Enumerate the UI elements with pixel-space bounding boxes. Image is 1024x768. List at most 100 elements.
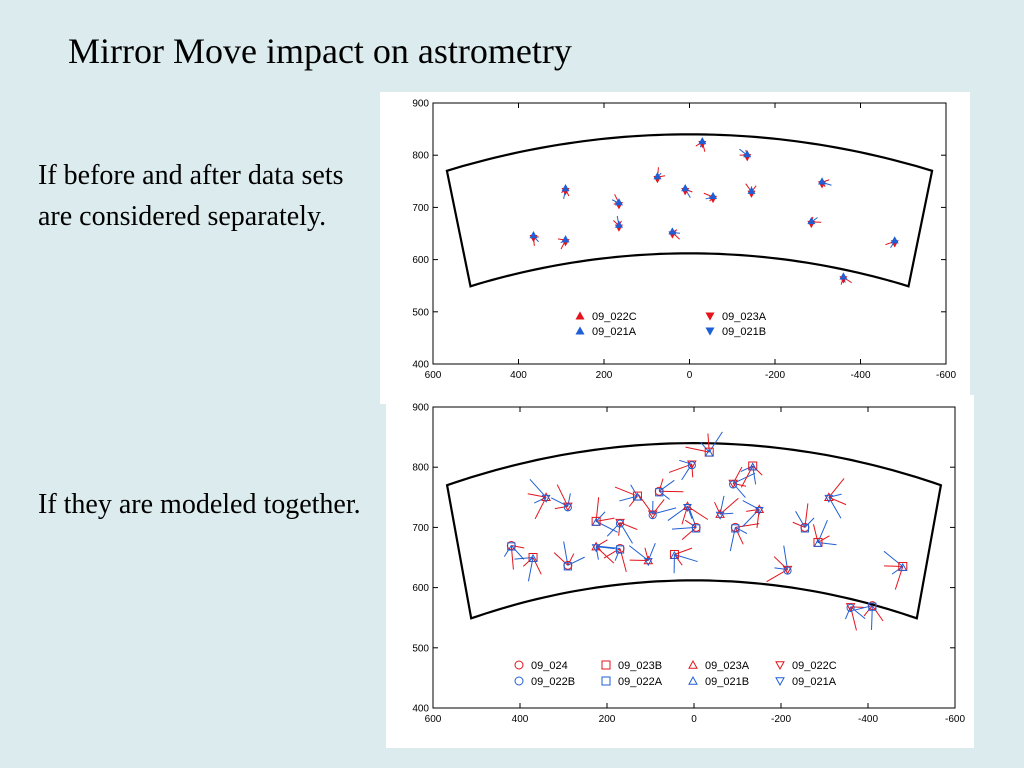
legend-label: 09_023A: [722, 311, 767, 323]
legend-label: 09_021A: [592, 326, 637, 338]
data-point: [591, 497, 618, 533]
marker: [692, 524, 701, 533]
legend-label: 09_021B: [722, 326, 766, 338]
marker: [824, 494, 834, 503]
caption-together: If they are modeled together.: [38, 489, 361, 520]
marker: [507, 542, 516, 551]
marker: [681, 184, 690, 192]
data-point: [729, 522, 760, 552]
marker: [643, 555, 654, 565]
residual-vector: [595, 546, 599, 560]
marker: [728, 479, 738, 489]
marker: [669, 550, 679, 559]
data-point: [561, 184, 570, 199]
marker: [633, 492, 642, 501]
marker: [648, 511, 657, 520]
data-point: [685, 431, 723, 457]
data-point: [695, 137, 707, 152]
marker: [715, 511, 725, 520]
x-tick-label: 400: [510, 370, 527, 381]
marker: [541, 494, 551, 503]
residual-vector: [740, 465, 754, 488]
residual-vector: [606, 522, 621, 537]
marker: [653, 172, 662, 180]
residual-vector: [511, 544, 525, 549]
residual-vector: [658, 490, 670, 500]
data-point: [638, 494, 677, 520]
marker: [563, 562, 572, 571]
y-tick-label: 600: [412, 255, 429, 266]
residual-vector: [522, 557, 534, 567]
marker: [898, 562, 908, 571]
data-point: [669, 547, 698, 574]
data-point: [653, 167, 666, 184]
legend-marker: [575, 326, 585, 335]
y-tick-label: 700: [412, 203, 429, 214]
residual-vector: [742, 500, 760, 510]
legend-label: 09_022C: [792, 660, 837, 672]
marker: [729, 480, 738, 489]
data-point: [739, 148, 752, 162]
x-tick-label: 600: [425, 370, 442, 381]
residual-vector: [752, 465, 763, 476]
residual-vector: [652, 507, 677, 515]
data-point: [745, 183, 757, 198]
residual-vector: [614, 486, 638, 497]
marker: [754, 504, 765, 514]
field-outline: [445, 441, 943, 620]
data-point: [667, 501, 709, 525]
marker: [782, 565, 793, 575]
plot-frame: [432, 102, 947, 365]
data-point: [766, 545, 793, 583]
y-tick-label: 700: [412, 523, 429, 534]
residual-vector: [854, 605, 873, 611]
data-point: [514, 553, 542, 582]
residual-vector: [596, 517, 615, 522]
legend-label: 09_022B: [531, 676, 575, 688]
residual-vector: [596, 546, 615, 550]
marker: [614, 198, 623, 206]
residual-vector: [871, 605, 884, 622]
astrometry-plot-separate: 600 400 200 0 -200 -400 -600 400 500 600 700 800 900…: [380, 92, 970, 404]
legend-label: 09_024: [531, 660, 568, 672]
data-point: [728, 466, 756, 498]
data-point: [591, 539, 615, 564]
residual-vector: [628, 495, 638, 507]
data-point: [854, 601, 884, 630]
y-tick-label: 800: [412, 151, 429, 162]
data-point: [668, 227, 681, 240]
legend-marker: [688, 659, 698, 669]
marker: [615, 545, 625, 554]
field-outline: [445, 133, 934, 288]
residual-vector: [687, 506, 693, 519]
residual-vector: [618, 522, 621, 536]
residual-vector: [681, 463, 693, 481]
data-point: [654, 478, 684, 500]
residual-vector: [700, 441, 710, 453]
marker: [563, 503, 572, 512]
data-point: [740, 461, 763, 488]
marker: [748, 462, 758, 471]
residual-vector: [850, 606, 857, 631]
residual-vector: [708, 431, 723, 453]
data-point: [807, 216, 822, 229]
marker: [704, 448, 714, 457]
data-point: [614, 484, 642, 507]
legend-label: 09_023A: [705, 660, 750, 672]
legend-label: 09_021A: [792, 676, 837, 688]
x-tick-label: 200: [599, 714, 616, 725]
caption-separately: If before and after data sets are consid…: [38, 160, 344, 232]
x-tick-label: -400: [858, 714, 878, 725]
marker: [890, 236, 899, 244]
data-point: [885, 236, 899, 249]
legend-label: 09_021B: [705, 676, 749, 688]
marker: [839, 272, 848, 280]
data-point: [839, 272, 852, 285]
x-tick-label: -200: [765, 370, 785, 381]
residual-vector: [828, 478, 845, 498]
marker: [709, 191, 718, 200]
marker: [813, 538, 823, 547]
marker: [846, 603, 855, 612]
residual-vector: [595, 511, 606, 522]
residual-vector: [619, 522, 638, 531]
